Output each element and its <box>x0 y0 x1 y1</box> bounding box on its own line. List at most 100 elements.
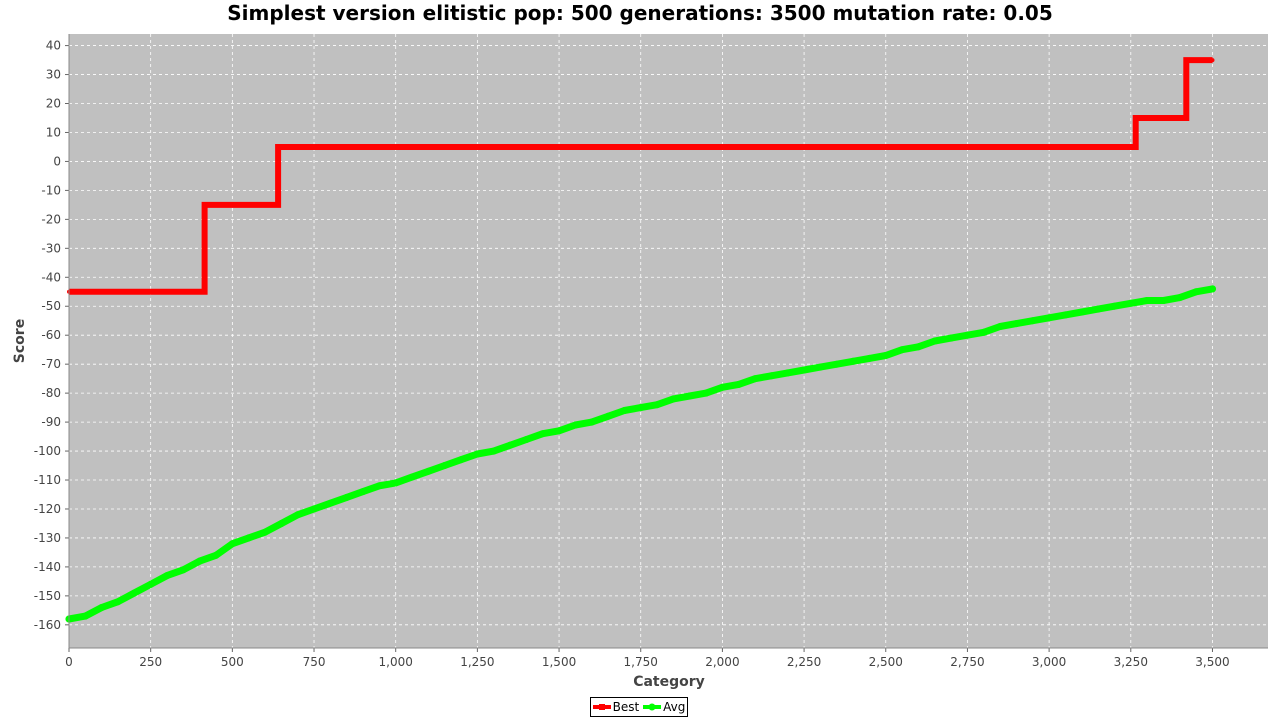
data-point-avg <box>816 363 824 371</box>
x-tick-label: 2,500 <box>869 655 903 669</box>
y-tick-label: -20 <box>41 212 61 226</box>
data-point-avg <box>784 369 792 377</box>
legend-label-avg: Avg <box>663 700 686 714</box>
data-point-avg <box>473 450 481 458</box>
data-point-best <box>1184 58 1189 63</box>
data-point-avg <box>637 404 645 412</box>
y-tick-label: -40 <box>41 270 61 284</box>
x-tick-label: 3,250 <box>1114 655 1148 669</box>
data-point-avg <box>1160 297 1167 304</box>
legend: Best Avg <box>590 697 688 717</box>
x-tick-label: 0 <box>65 655 73 669</box>
data-point-avg <box>996 323 1004 330</box>
data-point-avg <box>375 482 383 490</box>
data-point-avg <box>114 598 122 606</box>
y-axis-title: Score <box>12 319 28 363</box>
data-point-avg <box>506 441 514 449</box>
data-point-avg <box>653 401 661 409</box>
x-tick-label: 2,250 <box>787 655 821 669</box>
data-point-avg <box>359 488 367 496</box>
data-point-avg <box>1192 288 1200 296</box>
x-tick-label: 3,000 <box>1032 655 1066 669</box>
y-tick-label: -30 <box>41 241 61 255</box>
data-point-avg <box>767 372 775 380</box>
data-point-avg <box>702 389 710 397</box>
y-tick-label: -90 <box>41 415 61 429</box>
x-tick-label: 3,500 <box>1195 655 1229 669</box>
data-point-avg <box>980 328 988 336</box>
data-point-avg <box>1029 317 1037 325</box>
legend-swatch-best <box>592 704 611 710</box>
data-point-avg <box>800 366 808 374</box>
data-point-avg <box>1209 285 1216 293</box>
y-tick-label: -80 <box>41 386 61 400</box>
chart-title: Simplest version elitistic pop: 500 gene… <box>227 1 1053 25</box>
x-axis-title: Category <box>633 674 705 690</box>
x-tick-label: 1,250 <box>460 655 494 669</box>
y-tick-label: 10 <box>46 125 61 139</box>
data-point-avg <box>882 352 890 359</box>
data-point-avg <box>98 604 106 611</box>
data-point-avg <box>849 357 857 365</box>
y-tick-label: -120 <box>34 502 61 516</box>
y-tick-label: 40 <box>46 39 61 53</box>
data-point-avg <box>865 354 873 362</box>
data-point-best <box>1133 116 1138 120</box>
data-point-avg <box>1176 294 1184 302</box>
data-point-avg <box>147 580 155 588</box>
data-point-avg <box>963 331 971 339</box>
y-tick-label: -110 <box>34 473 61 487</box>
x-tick-label: 500 <box>221 655 244 669</box>
data-point-avg <box>130 589 138 597</box>
data-point-avg <box>392 479 400 487</box>
y-tick-label: -60 <box>41 328 61 342</box>
series-line-best <box>69 57 1213 295</box>
data-point-best <box>202 202 207 207</box>
data-point-avg <box>914 343 922 351</box>
data-point-best <box>1184 116 1189 120</box>
data-point-avg <box>833 360 841 368</box>
data-point-avg <box>555 427 563 435</box>
x-tick-label: 1,000 <box>379 655 413 669</box>
y-tick-label: -140 <box>34 560 61 574</box>
data-point-avg <box>1012 320 1020 328</box>
data-point-best <box>1133 145 1138 149</box>
data-point-avg <box>539 430 547 438</box>
plot-area <box>69 34 1268 648</box>
y-tick-label: 30 <box>46 68 61 82</box>
data-point-best <box>276 202 281 207</box>
data-point-avg <box>620 407 628 414</box>
data-point-avg <box>81 612 89 620</box>
x-tick-label: 1,500 <box>542 655 576 669</box>
data-point-avg <box>1110 302 1118 310</box>
data-point-avg <box>718 383 726 391</box>
data-point-best <box>1210 58 1215 63</box>
data-point-avg <box>1127 299 1135 307</box>
legend-label-best: Best <box>612 700 640 714</box>
data-point-avg <box>1143 297 1151 304</box>
y-tick-label: 0 <box>53 154 61 168</box>
data-point-avg <box>163 572 171 580</box>
data-point-avg <box>261 528 269 536</box>
data-point-avg <box>1045 314 1053 322</box>
data-point-avg <box>294 511 302 519</box>
data-point-avg <box>931 337 939 345</box>
data-point-avg <box>490 447 498 455</box>
x-tick-label: 750 <box>303 655 326 669</box>
y-tick-label: 20 <box>46 97 61 111</box>
grid-lines <box>68 34 1268 648</box>
y-tick-label: -100 <box>34 444 61 458</box>
data-point-avg <box>196 557 204 565</box>
data-point-avg <box>441 462 449 469</box>
y-tick-label: -150 <box>34 589 61 603</box>
data-point-avg <box>898 346 906 354</box>
data-point-avg <box>277 520 285 527</box>
data-point-avg <box>1078 308 1086 316</box>
data-point-avg <box>735 380 743 388</box>
data-point-best <box>276 145 281 149</box>
x-tick-label: 1,750 <box>624 655 658 669</box>
data-point-avg <box>245 534 253 542</box>
legend-swatch-avg <box>643 703 662 711</box>
data-point-avg <box>310 505 318 513</box>
data-point-avg <box>1094 305 1102 313</box>
